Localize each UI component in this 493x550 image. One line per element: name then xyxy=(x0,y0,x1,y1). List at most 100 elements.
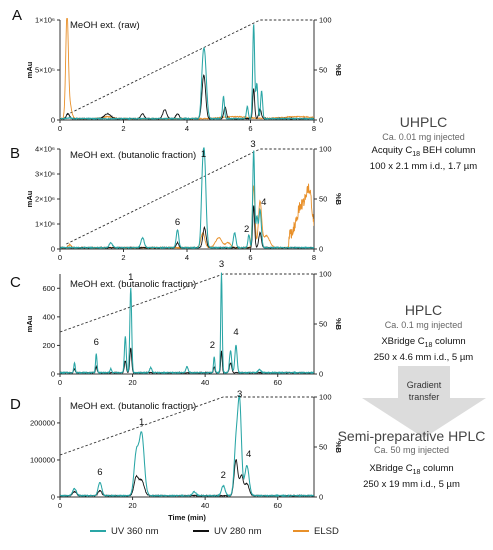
y-tick-left-label: 200 xyxy=(42,341,55,350)
panel-label-B: B xyxy=(10,145,20,162)
y-tick-right-label: 0 xyxy=(319,116,323,125)
y-tick-left-label: 100000 xyxy=(30,455,55,464)
x-axis-title: Time (min) xyxy=(168,513,206,522)
peak-label-4: 4 xyxy=(261,197,266,208)
legend-swatch-uv280 xyxy=(193,530,209,533)
y-tick-right-label: 100 xyxy=(319,145,332,154)
x-tick-label: 4 xyxy=(185,124,189,133)
uhplc-column: Acquity C18 BEH column xyxy=(354,145,493,161)
x-tick-label: 8 xyxy=(312,253,316,262)
gradient-line xyxy=(59,396,314,456)
gradient-line xyxy=(66,148,314,245)
hplc-amount: Ca. 0.1 mg injected xyxy=(384,320,463,330)
y-tick-left-label: 2×10⁶ xyxy=(35,195,55,204)
peak-label-6: 6 xyxy=(175,217,180,228)
y-axis-left-title: mAu xyxy=(25,315,34,332)
trace-uv-280-nm xyxy=(60,205,314,249)
y-tick-left-label: 600 xyxy=(42,284,55,293)
trace-uv-360-nm xyxy=(60,147,314,249)
gradient-transfer-arrow-shape xyxy=(362,366,486,438)
peak-label-2: 2 xyxy=(210,340,215,351)
legend-label-elsd: ELSD xyxy=(314,526,339,537)
x-tick-label: 20 xyxy=(128,501,136,510)
y-tick-right-label: 0 xyxy=(319,245,323,254)
gradient-transfer-line2: transfer xyxy=(408,392,440,402)
peak-label-1: 1 xyxy=(128,272,133,283)
x-tick-label: 6 xyxy=(248,124,252,133)
y-tick-right-label: 0 xyxy=(319,370,323,379)
peak-label-1: 1 xyxy=(201,149,206,160)
uhplc-column-b: BEH column xyxy=(420,145,476,156)
y-tick-right-label: 50 xyxy=(319,320,327,329)
panel-title-B: MeOH ext. (butanolic fraction) xyxy=(70,150,196,161)
y-tick-right-label: 100 xyxy=(319,16,332,25)
x-tick-label: 0 xyxy=(58,378,62,387)
y-axis-left-title: mAu xyxy=(25,190,34,207)
peak-label-3: 3 xyxy=(237,389,242,400)
legend-item-uv360: UV 360 nm xyxy=(90,526,159,537)
y-tick-left-label: 4×10⁶ xyxy=(35,145,55,154)
y-tick-left-label: 0 xyxy=(51,493,55,502)
y-tick-right-label: 50 xyxy=(319,195,327,204)
semi-prep-column-sub: 18 xyxy=(412,468,421,476)
y-tick-left-label: 1×10⁶ xyxy=(35,16,55,25)
panel-label-C: C xyxy=(10,274,21,291)
y-axis-right-title: %B xyxy=(334,64,343,77)
semi-prep-column-b: column xyxy=(420,463,454,474)
y-tick-left-label: 0 xyxy=(51,370,55,379)
hplc-title: HPLC xyxy=(404,302,443,318)
x-tick-label: 20 xyxy=(128,378,136,387)
legend-swatch-uv360 xyxy=(90,530,106,533)
panel-C: C MeOH ext. (butanolic fraction)0 20 40 6002… xyxy=(10,259,343,387)
panel-B: B MeOH ext. (butanolic fraction)0 2 4 6 801×1… xyxy=(10,139,343,262)
hplc-column: XBridge C18 column xyxy=(354,336,493,352)
semi-prep-dims: 250 x 19 mm i.d., 5 µm xyxy=(363,478,460,490)
uhplc-column-a: Acquity C xyxy=(371,145,413,156)
y-tick-left-label: 0 xyxy=(51,245,55,254)
y-tick-left-label: 200000 xyxy=(30,418,55,427)
y-tick-left-label: 0 xyxy=(51,116,55,125)
y-axis-right-title: %B xyxy=(334,441,343,454)
hplc-column-sub: 18 xyxy=(424,341,433,349)
trace-uv-360-nm xyxy=(60,395,314,497)
peak-label-4: 4 xyxy=(233,327,238,338)
y-axis-left-title: mAu xyxy=(25,61,34,78)
panel-D: D MeOH ext. (butanolic fraction)0 20 40 6001… xyxy=(10,389,343,510)
peak-label-2: 2 xyxy=(244,224,249,235)
x-tick-label: 60 xyxy=(274,378,282,387)
hplc-column-a: XBridge C xyxy=(381,336,425,347)
legend: UV 360 nm UV 280 nm ELSD xyxy=(90,526,370,540)
x-tick-label: 40 xyxy=(201,501,209,510)
y-tick-right-label: 100 xyxy=(319,393,332,402)
hplc-column-b: column xyxy=(432,336,466,347)
legend-label-uv280: UV 280 nm xyxy=(214,526,262,537)
y-tick-right-label: 100 xyxy=(319,270,332,279)
x-tick-label: 60 xyxy=(274,501,282,510)
x-tick-label: 6 xyxy=(248,253,252,262)
trace-uv-360-nm xyxy=(60,24,314,120)
x-tick-label: 4 xyxy=(185,253,189,262)
peak-label-3: 3 xyxy=(250,139,255,150)
gradient-line xyxy=(59,273,314,333)
y-tick-right-label: 50 xyxy=(319,66,327,75)
panel-title-A: MeOH ext. (raw) xyxy=(70,20,140,31)
x-tick-label: 0 xyxy=(58,124,62,133)
x-tick-label: 2 xyxy=(121,253,125,262)
y-tick-left-label: 3×10⁶ xyxy=(35,170,55,179)
uhplc-info: UHPLC Ca. 0.01 mg injected Acquity C18 B… xyxy=(354,114,493,173)
y-tick-left-label: 400 xyxy=(42,312,55,321)
trace-uv-280-nm xyxy=(60,74,314,120)
gradient-transfer-arrow: Gradient transfer xyxy=(356,366,492,438)
y-axis-right-title: %B xyxy=(334,318,343,331)
peak-label-2: 2 xyxy=(221,470,226,481)
uhplc-dims: 100 x 2.1 mm i.d., 1.7 µm xyxy=(369,160,478,172)
uhplc-title: UHPLC xyxy=(399,114,448,130)
hplc-info: HPLC Ca. 0.1 mg injected XBridge C18 col… xyxy=(354,302,493,364)
semi-prep-title: Semi-preparative HPLC xyxy=(337,428,486,444)
x-tick-label: 8 xyxy=(312,124,316,133)
gradient-transfer-line1: Gradient xyxy=(406,380,442,390)
y-tick-left-label: 5×10⁵ xyxy=(35,66,55,75)
x-tick-label: 0 xyxy=(58,501,62,510)
